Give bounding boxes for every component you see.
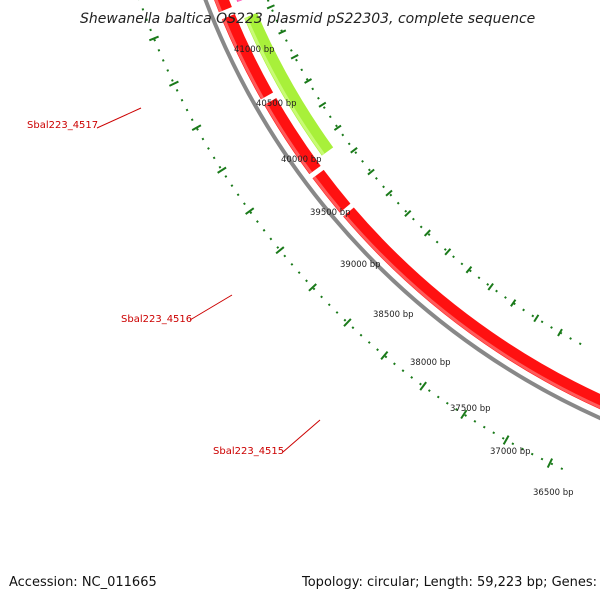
inner-dash <box>385 189 393 197</box>
scale-major-tick <box>217 166 227 174</box>
inner-dash <box>367 168 375 176</box>
scale-major-tick <box>191 124 202 131</box>
tick-label: 38000 bp <box>410 358 451 368</box>
leader-line <box>189 294 233 321</box>
scale-major-tick <box>502 435 510 445</box>
cds-highlight <box>343 214 600 409</box>
tick-label: 39500 bp <box>310 208 351 218</box>
gene-bar-highlight <box>244 16 325 156</box>
scale-major-tick <box>380 351 389 360</box>
cds-highlight <box>264 103 313 174</box>
scale-major-tick <box>148 35 159 42</box>
scale-major-tick <box>275 246 285 255</box>
scale-tick-labels: 41000 bp 40500 bp 40000 bp 39500 bp 3900… <box>234 45 574 498</box>
inner-dash <box>266 4 275 10</box>
scale-major-tick <box>343 318 352 327</box>
gene-label-sbal223-4515[interactable]: Sbal223_4515 <box>213 446 284 457</box>
backbone-ring <box>203 0 600 421</box>
cds-highlight <box>214 0 223 13</box>
inner-dash <box>557 328 563 337</box>
leader-line <box>282 419 321 453</box>
backbone-arc <box>203 0 600 421</box>
map-title: Shewanella baltica OS223 plasmid pS22303… <box>80 11 535 27</box>
inner-dash <box>318 101 327 108</box>
cds-segment <box>264 97 321 175</box>
gene-feature-track <box>236 0 334 156</box>
inner-dash <box>278 29 287 35</box>
tick-label: 36500 bp <box>533 488 574 498</box>
inner-dotted-track <box>266 0 582 346</box>
cds-segment <box>221 13 274 100</box>
scale-major-tick <box>546 458 554 468</box>
gene-label-sbal223-4517[interactable]: Sbal223_4517 <box>27 120 98 131</box>
inner-dash <box>290 54 299 60</box>
gene-label-sbal223-4516[interactable]: Sbal223_4516 <box>121 314 192 325</box>
scale-major-tick <box>168 80 179 87</box>
inner-dash <box>465 265 473 274</box>
gene-bar-sbal223-4515 <box>244 12 334 156</box>
cds-highlight <box>222 18 265 100</box>
inner-dash <box>423 229 431 237</box>
topology-summary-text: Topology: circular; Length: 59,223 bp; G… <box>301 575 600 590</box>
tick-label: 40500 bp <box>256 99 297 109</box>
tick-label: 37000 bp <box>490 447 531 457</box>
scale-major-tick <box>308 283 317 292</box>
forward-cds-track <box>214 0 600 410</box>
accession-text: Accession: NC_011665 <box>9 575 157 590</box>
inner-dash <box>333 124 342 131</box>
tick-label: 40000 bp <box>281 155 322 165</box>
tick-label: 38500 bp <box>373 310 414 320</box>
cds-segment <box>312 169 351 213</box>
inner-dash <box>304 78 313 84</box>
scale-major-tick <box>419 381 427 391</box>
inner-dash <box>444 248 452 256</box>
leader-line <box>96 107 142 129</box>
cds-segment <box>214 0 232 13</box>
tick-label: 37500 bp <box>450 404 491 414</box>
inner-dots <box>266 0 582 346</box>
inner-dash <box>533 314 540 323</box>
gene-labels: Sbal223_4517 Sbal223_4516 Sbal223_4515 <box>27 120 284 457</box>
tick-label: 41000 bp <box>234 45 275 55</box>
scale-major-tick <box>460 409 468 420</box>
inner-dash <box>510 299 517 307</box>
gene-label-leaders <box>96 107 321 453</box>
inner-dash <box>350 147 358 154</box>
scale-dots <box>138 0 564 471</box>
scale-major-tick <box>245 207 255 215</box>
inner-dash <box>487 282 494 291</box>
cds-highlight <box>312 176 343 213</box>
inner-dash <box>404 209 412 217</box>
tick-label: 39000 bp <box>340 260 381 270</box>
cds-segment <box>343 207 600 410</box>
scale-tick-track <box>138 0 564 471</box>
